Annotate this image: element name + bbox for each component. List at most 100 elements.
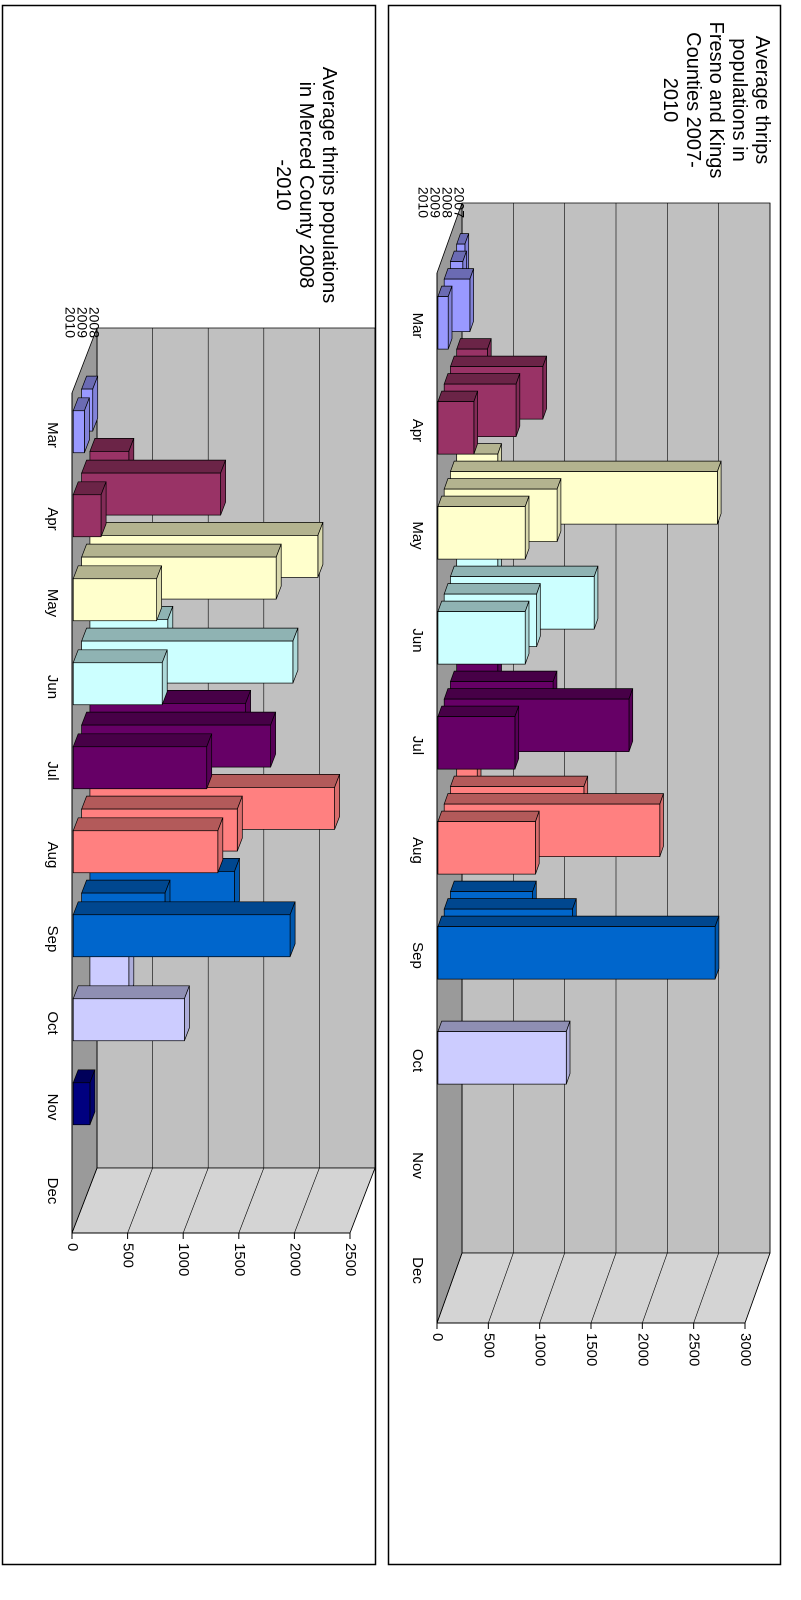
- bar-top: [515, 373, 521, 437]
- y-tick-label: 0: [429, 1333, 446, 1341]
- bar-front: [72, 830, 219, 874]
- bar-front: [437, 926, 716, 980]
- bar: [72, 817, 224, 874]
- x-tick-label: Mar: [44, 422, 61, 448]
- x-tick-label: Jul: [44, 761, 61, 780]
- bar-side: [456, 338, 492, 350]
- x-tick-label: Nov: [44, 1094, 61, 1121]
- bar-side: [443, 688, 634, 700]
- grid-line: [71, 1167, 98, 1234]
- legend-label: 2009: [427, 187, 443, 218]
- bar: [72, 901, 296, 958]
- bar-side: [443, 793, 664, 805]
- bar-side: [72, 565, 163, 580]
- x-tick-label: May: [44, 589, 61, 618]
- bar-front: [72, 746, 208, 790]
- y-tick-label: 1500: [583, 1333, 600, 1366]
- bar-side: [81, 795, 243, 810]
- x-tick-label: Mar: [409, 313, 426, 339]
- legend-label: 2009: [74, 307, 90, 338]
- chart: Average thrips populations in Merced Cou…: [44, 67, 376, 1276]
- bar-front: [437, 401, 475, 455]
- bar-side: [72, 817, 224, 832]
- bar-side: [72, 733, 213, 748]
- y-tick-label: 0: [64, 1243, 81, 1251]
- bar-top: [717, 460, 722, 525]
- bar-front: [72, 998, 185, 1042]
- bar-side: [443, 373, 521, 385]
- bar: [72, 1069, 96, 1126]
- bar: [72, 985, 190, 1042]
- bar-side: [72, 985, 190, 1000]
- bar: [437, 285, 453, 350]
- bar-side: [89, 438, 135, 452]
- grid-line: [436, 1252, 463, 1324]
- x-tick-label: Dec: [409, 1257, 426, 1284]
- y-tick-label: 1000: [532, 1333, 549, 1366]
- bar-side: [437, 390, 479, 402]
- bar-front: [437, 296, 449, 350]
- bar-front: [72, 410, 85, 454]
- bar: [72, 649, 168, 706]
- bar: [81, 459, 227, 516]
- bar-side: [437, 915, 720, 927]
- bar-side: [437, 495, 530, 507]
- grid-line: [744, 1252, 771, 1324]
- x-tick-label: Jun: [44, 675, 61, 699]
- bar-top: [628, 688, 634, 752]
- bar-side: [72, 649, 168, 664]
- side-wall: [71, 1167, 376, 1234]
- title-box: Average thrips populations in Merced Cou…: [272, 67, 340, 303]
- bar-front: [72, 494, 102, 538]
- grid-line: [590, 1252, 617, 1324]
- y-tick-label: 500: [120, 1243, 137, 1268]
- bar: [72, 397, 90, 454]
- x-tick-label: Oct: [44, 1011, 61, 1035]
- bar-top: [514, 705, 520, 770]
- x-tick-label: Jul: [409, 736, 426, 755]
- bar-side: [449, 460, 722, 472]
- bar-side: [89, 522, 324, 536]
- legend-label: 2010: [415, 187, 431, 218]
- bar-side: [72, 901, 296, 916]
- bar: [437, 915, 720, 980]
- bar-side: [449, 670, 558, 682]
- x-tick-label: Apr: [44, 507, 61, 530]
- bar-side: [72, 481, 107, 496]
- legend-label: 2008: [439, 187, 455, 218]
- x-tick-label: Nov: [409, 1152, 426, 1179]
- bar-side: [443, 268, 475, 280]
- bar-top: [524, 495, 530, 560]
- x-tick-label: Aug: [409, 837, 426, 864]
- bar-side: [437, 705, 520, 717]
- grid-line: [182, 1167, 209, 1234]
- y-tick-label: 2000: [634, 1333, 651, 1366]
- bar: [437, 495, 530, 560]
- bar-front: [437, 821, 536, 875]
- bar-top: [469, 268, 474, 332]
- bar-top: [659, 793, 664, 857]
- bar-side: [81, 459, 227, 474]
- bar-top: [536, 583, 541, 647]
- bar-top: [593, 565, 599, 630]
- bar: [437, 810, 540, 875]
- bar-front: [72, 1082, 91, 1126]
- bar-side: [449, 880, 537, 892]
- grid-line: [238, 1167, 265, 1234]
- bar-top: [556, 478, 562, 542]
- bar-side: [81, 711, 277, 726]
- y-tick-label: 2000: [286, 1243, 303, 1276]
- bar: [72, 565, 163, 622]
- legend-label: 2007: [451, 187, 467, 218]
- grid-line: [488, 1252, 514, 1324]
- bar-top: [565, 1020, 571, 1085]
- grid-line: [693, 1252, 719, 1324]
- chart: Average thrips populations in Fresno and…: [409, 22, 773, 1367]
- y-tick-label: 3000: [737, 1333, 754, 1366]
- bar-front: [72, 914, 291, 958]
- y-tick-label: 500: [480, 1333, 497, 1358]
- bar-front: [437, 716, 516, 770]
- y-tick-label: 1000: [175, 1243, 192, 1276]
- bar-front: [72, 578, 157, 622]
